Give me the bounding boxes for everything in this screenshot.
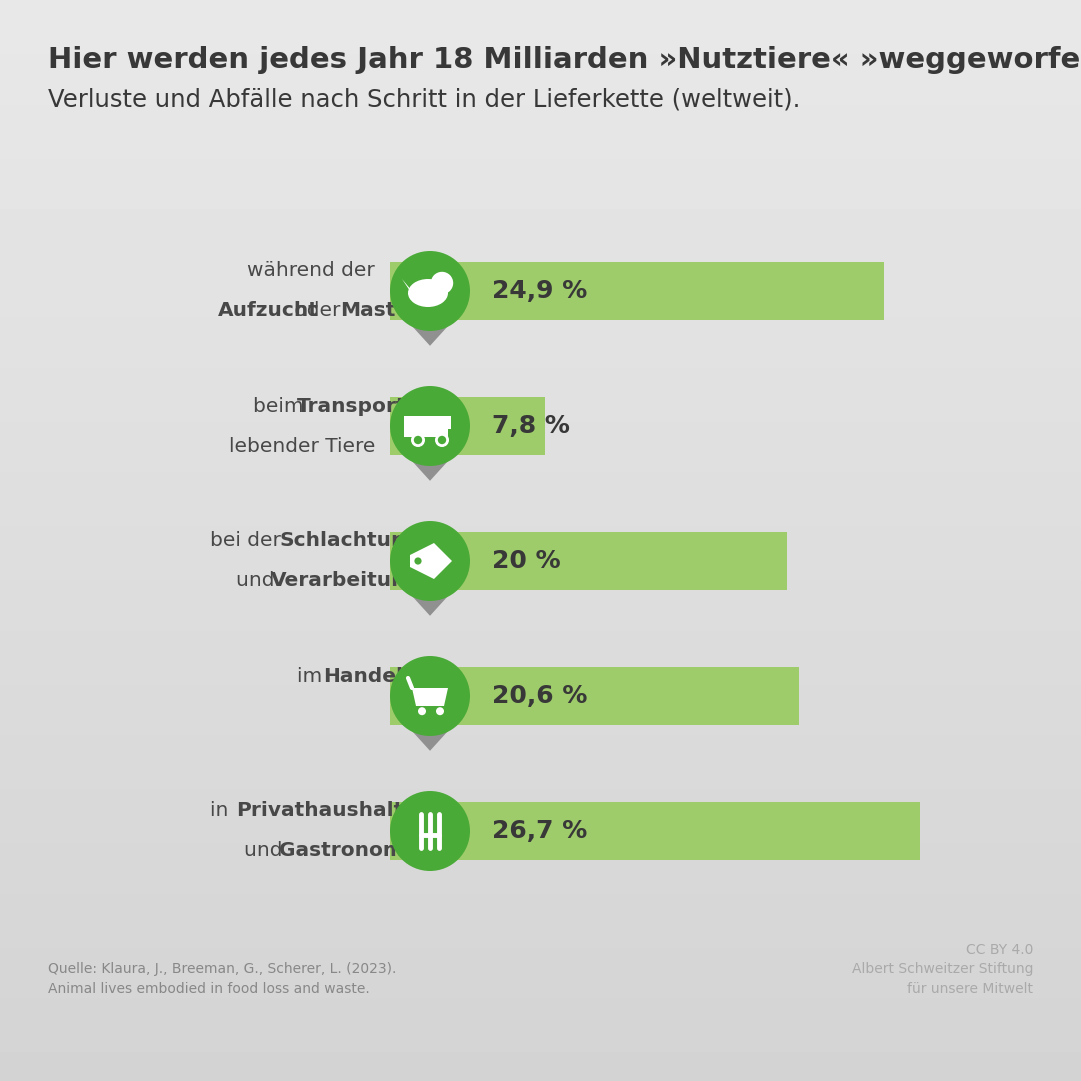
Text: während der: während der [248,262,375,280]
Ellipse shape [408,279,448,307]
Text: beim: beim [253,397,310,415]
Circle shape [437,435,448,445]
Circle shape [436,707,444,716]
Polygon shape [402,279,412,291]
Text: im: im [296,667,329,685]
Bar [390,802,920,860]
Text: oder: oder [288,302,347,320]
Text: 7,8 %: 7,8 % [492,414,570,438]
Bar [390,532,787,590]
Text: Hier werden jedes Jahr 18 Milliarden »Nutztiere« »weggeworfen«: Hier werden jedes Jahr 18 Milliarden »Nu… [48,46,1081,74]
Polygon shape [412,688,448,706]
Circle shape [431,271,453,294]
Text: Verarbeitung: Verarbeitung [270,572,421,590]
Text: in: in [210,801,235,820]
Text: Schlachtung: Schlachtung [279,532,421,550]
Text: Aufzucht: Aufzucht [218,302,319,320]
Text: 20,6 %: 20,6 % [492,684,587,708]
Text: Transport: Transport [296,397,406,415]
Circle shape [390,791,470,871]
Bar [404,416,448,437]
Text: Privathaushalten: Privathaushalten [236,801,431,820]
Text: und: und [244,841,290,860]
Text: 24,9 %: 24,9 % [492,279,587,303]
Circle shape [390,386,470,466]
Text: 20 %: 20 % [492,549,561,573]
Bar [437,416,451,429]
Bar [390,397,545,455]
Bar [390,262,884,320]
Polygon shape [412,596,448,616]
Text: Handel: Handel [323,667,403,685]
Text: Verluste und Abfälle nach Schritt in der Lieferkette (weltweit).: Verluste und Abfälle nach Schritt in der… [48,88,800,112]
Circle shape [412,435,424,445]
Text: 26,7 %: 26,7 % [492,819,587,843]
Circle shape [390,251,470,331]
Polygon shape [410,543,452,579]
Circle shape [414,558,422,564]
Bar [390,667,799,725]
Polygon shape [412,461,448,481]
Text: lebender Tiere: lebender Tiere [228,437,375,455]
Circle shape [390,656,470,736]
Text: und: und [236,572,281,590]
Text: bei der: bei der [210,532,286,550]
Polygon shape [412,731,448,751]
Text: CC BY 4.0
Albert Schweitzer Stiftung
für unsere Mitwelt: CC BY 4.0 Albert Schweitzer Stiftung für… [852,943,1033,996]
Circle shape [390,521,470,601]
Circle shape [418,707,426,716]
Polygon shape [412,326,448,346]
Text: Mast: Mast [341,302,396,320]
Text: Quelle: Klaura, J., Breeman, G., Scherer, L. (2023).
Animal lives embodied in fo: Quelle: Klaura, J., Breeman, G., Scherer… [48,962,397,996]
Text: Gastronomie: Gastronomie [279,841,425,860]
